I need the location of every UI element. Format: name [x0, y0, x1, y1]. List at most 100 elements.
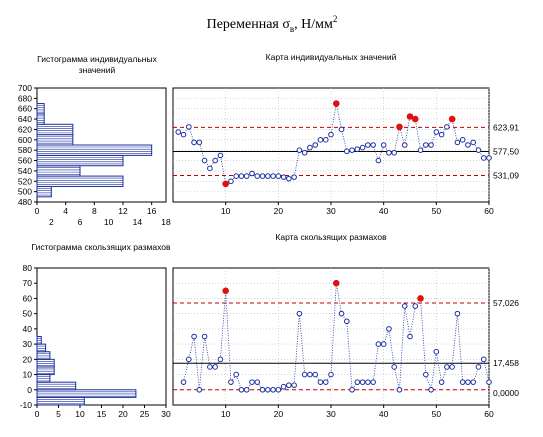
hist-individual-xtick-label-2: 14: [133, 217, 143, 227]
chart-moving-range-point: [401, 303, 408, 309]
hist-moving-range-ytick-label: 10: [23, 370, 33, 380]
chart-moving-range-point: [317, 379, 324, 385]
chart-individual-point: [433, 129, 440, 135]
chart-individual-limit-label: 577,50: [493, 146, 519, 156]
chart-individual-point-out: [332, 100, 340, 107]
chart-moving-range-point: [438, 379, 445, 385]
hist-individual-ytick-label: 700: [18, 83, 32, 93]
hist-moving-range-xtick-label: 25: [140, 409, 150, 419]
hist-individual-xtick-label: 4: [63, 206, 68, 216]
chart-moving-range-point: [428, 386, 434, 393]
chart-individual-point: [201, 157, 208, 164]
chart-moving-range-point: [265, 386, 271, 393]
chart-moving-range-point: [328, 371, 334, 378]
chart-individual-point: [307, 144, 313, 151]
chart-individual-point: [475, 147, 482, 153]
chart-moving-range-point: [238, 386, 245, 393]
chart-individual-point: [428, 142, 434, 148]
chart-moving-range-point: [486, 379, 492, 385]
chart-moving-range-point: [386, 326, 392, 332]
chart-individual-point-out: [222, 180, 229, 188]
chart-moving-range-point: [475, 364, 482, 370]
chart-individual-title: Карта индивидуальных значений: [266, 52, 397, 62]
chart-individual-point: [365, 142, 371, 148]
chart-moving-range-point: [349, 386, 355, 393]
chart-individual-point: [238, 173, 245, 179]
chart-moving-range-point: [344, 318, 350, 325]
chart-individual-point: [180, 131, 187, 138]
chart-individual-point-out: [406, 113, 414, 120]
chart-individual-point: [423, 142, 429, 148]
hist-moving-range-xtick-label: 30: [161, 409, 171, 419]
chart-individual-point: [212, 157, 218, 164]
chart-individual-point: [233, 173, 239, 179]
hist-moving-range-ytick-label: 50: [23, 309, 33, 319]
chart-moving-range-point: [391, 364, 398, 370]
chart-moving-range-point: [470, 379, 477, 385]
chart-individual-point: [417, 147, 424, 153]
hist-individual-xtick-label-2: 18: [161, 217, 171, 227]
chart-individual-xtick-label: 30: [326, 206, 336, 216]
chart-individual-point-out: [411, 115, 419, 123]
hist-individual-ytick-label: 640: [18, 114, 32, 124]
hist-individual-ytick-label: 480: [18, 197, 32, 207]
chart-individual-point: [465, 142, 471, 148]
chart-moving-range-xtick-label: 20: [274, 409, 284, 419]
chart-moving-range-point: [359, 379, 366, 385]
hist-individual-xtick-label: 8: [92, 206, 97, 216]
chart-moving-range-point: [380, 341, 387, 347]
chart-individual-limit-label: 531,09: [493, 171, 519, 181]
hist-individual-ytick-label: 560: [18, 156, 32, 166]
chart-moving-range-point: [375, 341, 382, 347]
chart-individual-point: [312, 142, 319, 148]
hist-individual-xtick-label-2: 2: [49, 217, 54, 227]
chart-individual-xtick-label: 20: [274, 206, 284, 216]
chart-individual-point: [359, 144, 366, 151]
hist-moving-range-ytick-label: 0: [27, 385, 32, 395]
chart-moving-range-point: [286, 382, 292, 389]
chart-moving-range-limit-label: 57,026: [493, 298, 519, 308]
chart-individual-point: [186, 124, 192, 130]
hist-individual-title: Гистограмма индивидуальных: [37, 54, 157, 64]
hist-individual-title: значений: [79, 65, 116, 75]
title-superscript: 2: [333, 14, 338, 24]
chart-individual-point: [196, 139, 203, 146]
hist-moving-range-ytick-label: 70: [23, 278, 33, 288]
chart-moving-range-point: [312, 371, 319, 378]
chart-moving-range-point: [433, 348, 440, 355]
chart-moving-range-limit-label: 17,458: [493, 358, 519, 368]
hist-moving-range-bar: [36, 381, 77, 391]
chart-individual-xtick-label: 10: [221, 206, 231, 216]
hist-moving-range-ytick-label: 80: [23, 263, 33, 273]
chart-individual-point: [338, 126, 345, 133]
chart-moving-range-point: [191, 333, 197, 340]
chart-individual-point: [291, 174, 297, 180]
chart-moving-range-point: [249, 379, 255, 385]
chart-individual-point: [296, 147, 303, 153]
hist-individual-ytick-label: 520: [18, 176, 32, 186]
chart-individual-point: [459, 137, 466, 143]
hist-moving-range-xtick-label: 10: [75, 409, 85, 419]
chart-moving-range-point: [449, 364, 455, 370]
chart-moving-range-xtick-label: 30: [326, 409, 336, 419]
chart-individual-point: [317, 137, 324, 143]
chart-individual-point: [280, 174, 287, 180]
chart-individual-point: [207, 165, 213, 172]
title-subscript: в: [290, 24, 294, 34]
chart-moving-range-point-out: [417, 295, 424, 302]
chart-moving-range-point: [459, 379, 466, 385]
hist-moving-range-ytick-label: -10: [20, 400, 33, 410]
hist-moving-range-ytick-label: 40: [23, 324, 33, 334]
chart-moving-range-point-out: [222, 287, 229, 295]
chart-moving-range-point: [233, 371, 239, 378]
chart-individual-point: [270, 173, 276, 179]
chart-moving-range-point: [186, 356, 192, 363]
chart-individual-point: [470, 139, 477, 146]
chart-individual-point: [254, 173, 261, 179]
chart-moving-range-point: [301, 371, 308, 378]
hist-moving-range-title: Гистограмма скользящих размахов: [31, 242, 171, 252]
chart-individual-point-out: [448, 115, 456, 123]
hist-individual-xtick-label: 0: [35, 206, 40, 216]
chart-moving-range-point: [180, 379, 187, 385]
